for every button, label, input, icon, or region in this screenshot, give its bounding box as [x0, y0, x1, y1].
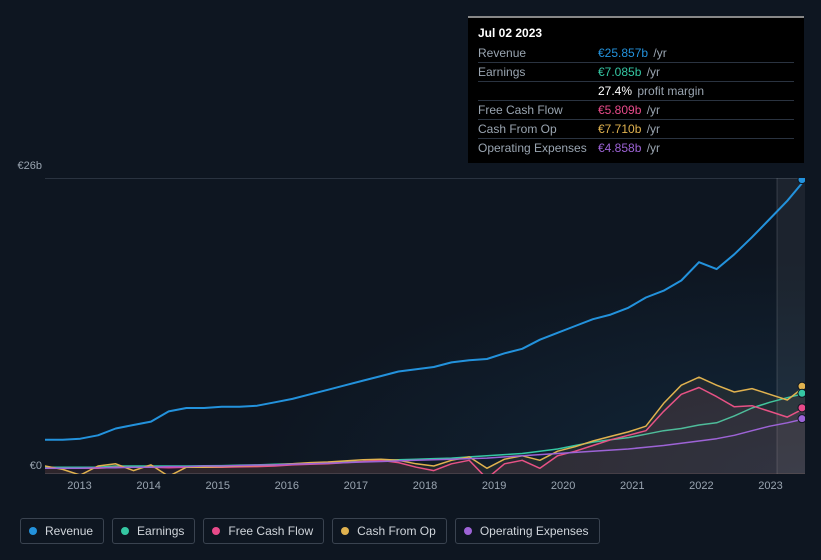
legend-label: Revenue	[45, 524, 93, 538]
legend-swatch	[212, 527, 220, 535]
chart-plot-area[interactable]	[45, 178, 805, 474]
tooltip-row-value: €7.710b /yr	[598, 122, 660, 136]
legend-label: Cash From Op	[357, 524, 436, 538]
legend-swatch	[464, 527, 472, 535]
x-axis-label: 2018	[413, 480, 437, 492]
tooltip-row: Operating Expenses€4.858b /yr	[478, 138, 794, 157]
tooltip-row: Revenue€25.857b /yr	[478, 44, 794, 62]
tooltip-row-value: €25.857b /yr	[598, 46, 667, 60]
tooltip-row-label: Cash From Op	[478, 122, 598, 136]
tooltip-row-value: €5.809b /yr	[598, 103, 660, 117]
tooltip-row-label	[478, 84, 598, 98]
tooltip-row-label: Earnings	[478, 65, 598, 79]
legend-item-operating-expenses[interactable]: Operating Expenses	[455, 518, 600, 544]
legend-label: Operating Expenses	[480, 524, 589, 538]
tooltip-row-label: Free Cash Flow	[478, 103, 598, 117]
y-axis-label-min: €0	[0, 460, 42, 472]
x-axis-label: 2020	[551, 480, 575, 492]
x-axis-label: 2015	[205, 480, 229, 492]
x-axis-label: 2023	[758, 480, 782, 492]
tooltip-row: Cash From Op€7.710b /yr	[478, 119, 794, 138]
legend-item-revenue[interactable]: Revenue	[20, 518, 104, 544]
chart-tooltip: Jul 02 2023 Revenue€25.857b /yrEarnings€…	[468, 16, 804, 163]
x-axis-label: 2013	[67, 480, 91, 492]
legend-label: Free Cash Flow	[228, 524, 313, 538]
tooltip-date: Jul 02 2023	[478, 26, 794, 40]
legend-swatch	[341, 527, 349, 535]
tooltip-row-value: 27.4% profit margin	[598, 84, 704, 98]
legend-swatch	[29, 527, 37, 535]
tooltip-row-label: Revenue	[478, 46, 598, 60]
chart-legend: Revenue Earnings Free Cash Flow Cash From O…	[20, 518, 600, 544]
tooltip-row: 27.4% profit margin	[478, 81, 794, 100]
legend-item-free-cash-flow[interactable]: Free Cash Flow	[203, 518, 324, 544]
legend-item-earnings[interactable]: Earnings	[112, 518, 195, 544]
legend-label: Earnings	[137, 524, 184, 538]
y-axis-label-max: €26b	[0, 160, 42, 172]
tooltip-row: Earnings€7.085b /yr	[478, 62, 794, 81]
x-axis-labels: 2013 2014 2015 2016 2017 2018 2019 2020 2021 2022…	[45, 480, 805, 500]
legend-item-cash-from-op[interactable]: Cash From Op	[332, 518, 447, 544]
tooltip-row-label: Operating Expenses	[478, 141, 598, 155]
tooltip-row-value: €7.085b /yr	[598, 65, 660, 79]
x-axis-label: 2014	[136, 480, 160, 492]
x-axis-label: 2017	[344, 480, 368, 492]
tooltip-row-value: €4.858b /yr	[598, 141, 660, 155]
x-axis-label: 2016	[275, 480, 299, 492]
legend-swatch	[121, 527, 129, 535]
x-axis-label: 2022	[689, 480, 713, 492]
tooltip-row: Free Cash Flow€5.809b /yr	[478, 100, 794, 119]
x-axis-label: 2019	[482, 480, 506, 492]
x-axis-label: 2021	[620, 480, 644, 492]
